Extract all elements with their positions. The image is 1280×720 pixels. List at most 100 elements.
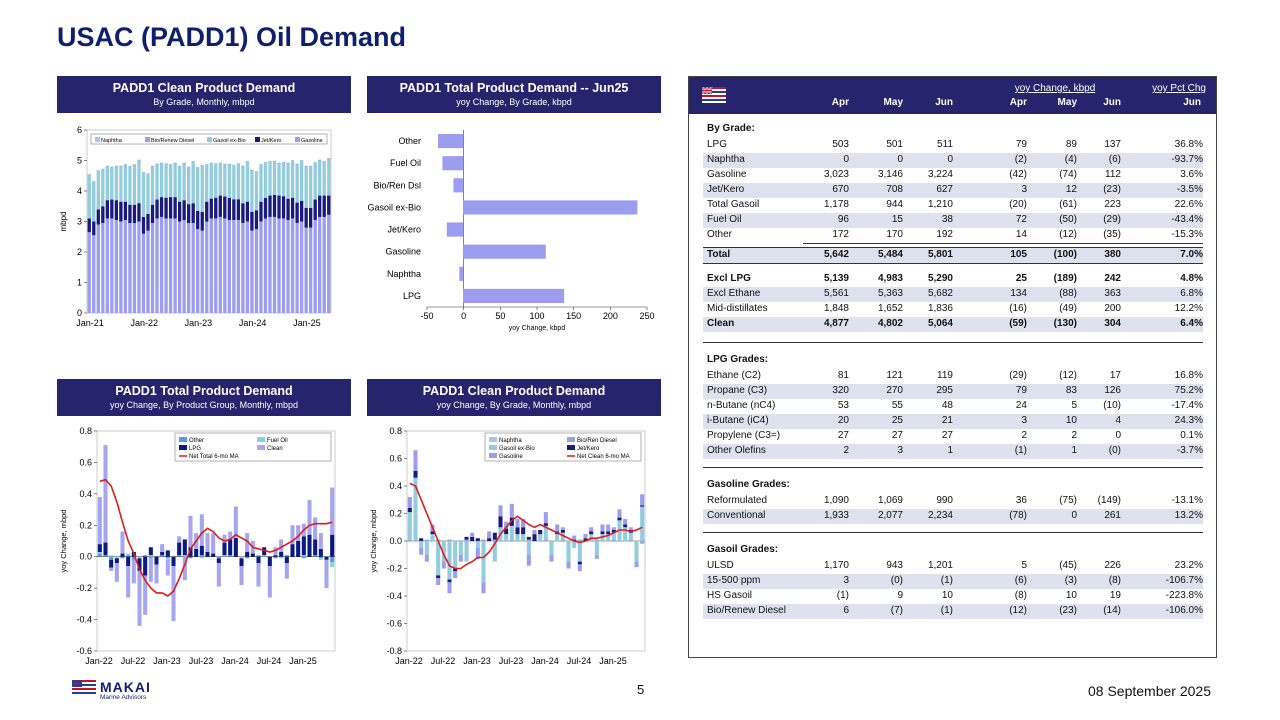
table-row: Reformulated 1,090 1,069 990 36 (75) (149) -13.… <box>703 494 1203 509</box>
y-tick-label: -0.4 <box>386 591 402 601</box>
bar-segment <box>594 554 599 559</box>
cell-value: 3 <box>897 445 903 456</box>
bar-segment <box>521 519 526 528</box>
bar-segment <box>430 531 435 535</box>
demand-table: yoy Change, kbpd yoy Pct Chg Apr May Jun… <box>688 76 1217 658</box>
bar-segment <box>211 533 216 554</box>
cell-value: 3 <box>843 575 849 586</box>
y-tick-label: -0.2 <box>76 583 92 593</box>
bar-segment <box>241 165 245 167</box>
bar-segment <box>114 200 119 220</box>
panel-header: PADD1 Total Product Demand yoy Change, B… <box>57 379 351 416</box>
bar-segment <box>419 547 424 555</box>
plot-area <box>86 129 332 314</box>
bar-segment <box>245 552 250 557</box>
bar-segment <box>159 162 164 164</box>
x-tick-label: Jan-23 <box>153 656 181 666</box>
bar-segment <box>267 566 272 598</box>
panel-total-jun25: PADD1 Total Product Demand -- Jun25 yoy … <box>367 76 661 338</box>
page-title: USAC (PADD1) Oil Demand <box>57 22 407 52</box>
bar-segment <box>526 539 531 541</box>
cell-value: (6) <box>1014 575 1027 586</box>
bar-segment <box>309 166 313 208</box>
bar-segment <box>290 197 295 219</box>
legend-label: Gasoil ex-Bio <box>499 446 535 452</box>
bar-segment <box>177 555 182 557</box>
y-tick-label: 0.8 <box>79 426 92 436</box>
bar-segment <box>109 567 114 571</box>
bar-segment <box>407 508 412 513</box>
col-header: Jun <box>1103 97 1121 108</box>
bar-segment <box>628 527 633 530</box>
makai-flag-icon <box>72 680 96 696</box>
legend-box <box>174 432 332 462</box>
underline <box>803 243 1203 244</box>
col-header: Jun <box>935 97 953 108</box>
bar-segment <box>105 165 109 167</box>
bar-segment <box>216 563 221 587</box>
bar-segment <box>464 539 469 541</box>
bar-segment <box>211 553 216 557</box>
bar-segment <box>97 544 102 552</box>
bar-segment <box>304 207 308 228</box>
bar-segment <box>623 519 628 525</box>
cell-value: 295 <box>936 385 953 396</box>
bar-segment <box>458 541 463 555</box>
bar-segment <box>640 541 645 544</box>
bar-segment <box>187 167 191 205</box>
bar-segment <box>199 545 204 556</box>
cell-value: 25 <box>891 415 903 426</box>
bar-segment <box>436 541 441 576</box>
legend-swatch <box>489 453 497 458</box>
bar-segment <box>155 164 159 200</box>
bar-segment <box>200 165 204 212</box>
cell-value: (189) <box>1053 273 1077 284</box>
bar-segment <box>487 531 492 539</box>
x-tick-label: Jul-22 <box>431 656 456 666</box>
bar-segment <box>268 162 272 196</box>
bar-segment <box>209 218 213 313</box>
bar-segment <box>419 541 424 548</box>
col-header: Apr <box>1009 97 1027 108</box>
bar-segment <box>187 166 191 168</box>
bar-segment <box>165 558 170 560</box>
bar-segment <box>187 223 191 313</box>
bar-segment <box>110 218 114 313</box>
bar-segment <box>96 170 100 172</box>
row-label: Jet/Kero <box>707 184 745 195</box>
bar-segment <box>273 555 278 557</box>
bar-segment <box>560 539 565 541</box>
legend-swatch <box>207 137 212 142</box>
x-tick-label: Jul-24 <box>257 656 282 666</box>
x-tick-label: Jan-22 <box>85 656 113 666</box>
bar-segment <box>272 161 277 195</box>
bar-segment <box>114 165 119 167</box>
bar-segment <box>97 497 102 545</box>
cell-value: -17.4% <box>1171 400 1203 411</box>
bar-segment <box>594 541 599 555</box>
bar-segment <box>250 169 254 171</box>
y-tick-label: 5 <box>77 156 82 166</box>
bar-segment <box>267 556 272 567</box>
bar-segment <box>160 552 165 556</box>
cell-value: 24.3% <box>1174 415 1203 426</box>
table-row: Total Gasoil 1,178 944 1,210 (20) (61) 223 22.6… <box>703 198 1203 213</box>
bar-segment <box>92 181 96 222</box>
row-label: Propylene (C3=) <box>707 430 781 441</box>
cell-value: 23.2% <box>1174 560 1203 571</box>
bar-segment <box>171 566 176 622</box>
row-label: i-Butane (iC4) <box>707 415 769 426</box>
cell-value: 226 <box>1104 560 1121 571</box>
bar-segment <box>589 527 594 532</box>
x-tick-label: 250 <box>639 311 654 321</box>
bar-segment <box>594 539 599 541</box>
cell-value: 119 <box>937 370 953 381</box>
bar-segment <box>214 218 218 313</box>
bar-segment <box>509 517 514 526</box>
bar-segment <box>509 503 514 518</box>
legend-label: Fuel Oil <box>267 438 288 444</box>
bar-segment <box>577 539 582 541</box>
y-tick-label: 0.8 <box>389 426 402 436</box>
bar-segment <box>475 538 480 541</box>
bar-segment <box>640 506 645 541</box>
